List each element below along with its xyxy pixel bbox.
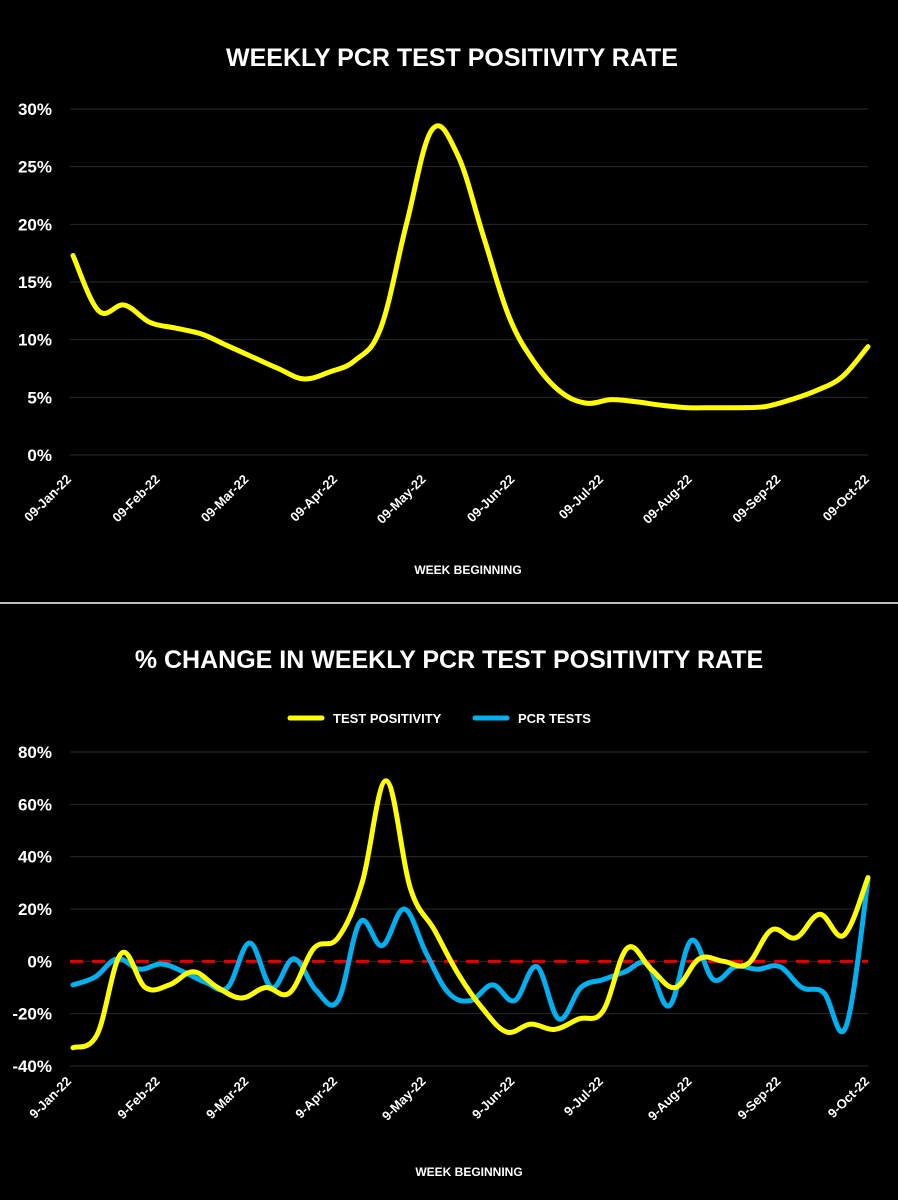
- chart2-title: % CHANGE IN WEEKLY PCR TEST POSITIVITY R…: [135, 646, 763, 674]
- chart1-y-axis: 30% 25% 20% 15% 10% 5% 0%: [18, 100, 52, 465]
- legend: TEST POSITIVITY PCR TESTS: [287, 711, 591, 726]
- chart2-y-axis: 80% 60% 40% 20% 0% -20% -40%: [12, 743, 52, 1076]
- y-tick-label: 15%: [18, 273, 52, 292]
- chart2-x-axis-label: WEEK BEGINNING: [415, 1165, 522, 1179]
- series-line-test-positivity: [70, 778, 871, 1051]
- y-tick-label: 30%: [18, 100, 52, 119]
- chart1-gridlines: [70, 108, 868, 456]
- y-tick-label: 40%: [18, 848, 52, 867]
- chart1-x-axis-label: WEEK BEGINNING: [414, 563, 521, 577]
- chart1-title: WEEKLY PCR TEST POSITIVITY RATE: [226, 44, 678, 72]
- y-tick-label: 60%: [18, 795, 52, 814]
- legend-label-test-positivity: TEST POSITIVITY: [333, 711, 442, 726]
- y-tick-label: 5%: [27, 388, 52, 407]
- y-tick-label: -20%: [12, 1005, 52, 1024]
- y-tick-label: 0%: [27, 952, 52, 971]
- y-tick-label: 10%: [18, 331, 52, 350]
- y-tick-label: -40%: [12, 1057, 52, 1076]
- y-tick-label: 80%: [18, 743, 52, 762]
- y-tick-label: 20%: [18, 900, 52, 919]
- legend-label-pcr-tests: PCR TESTS: [518, 711, 591, 726]
- y-tick-label: 0%: [27, 446, 52, 465]
- series-line-test-positivity: [70, 123, 871, 411]
- y-tick-label: 25%: [18, 158, 52, 177]
- y-tick-label: 20%: [18, 215, 52, 234]
